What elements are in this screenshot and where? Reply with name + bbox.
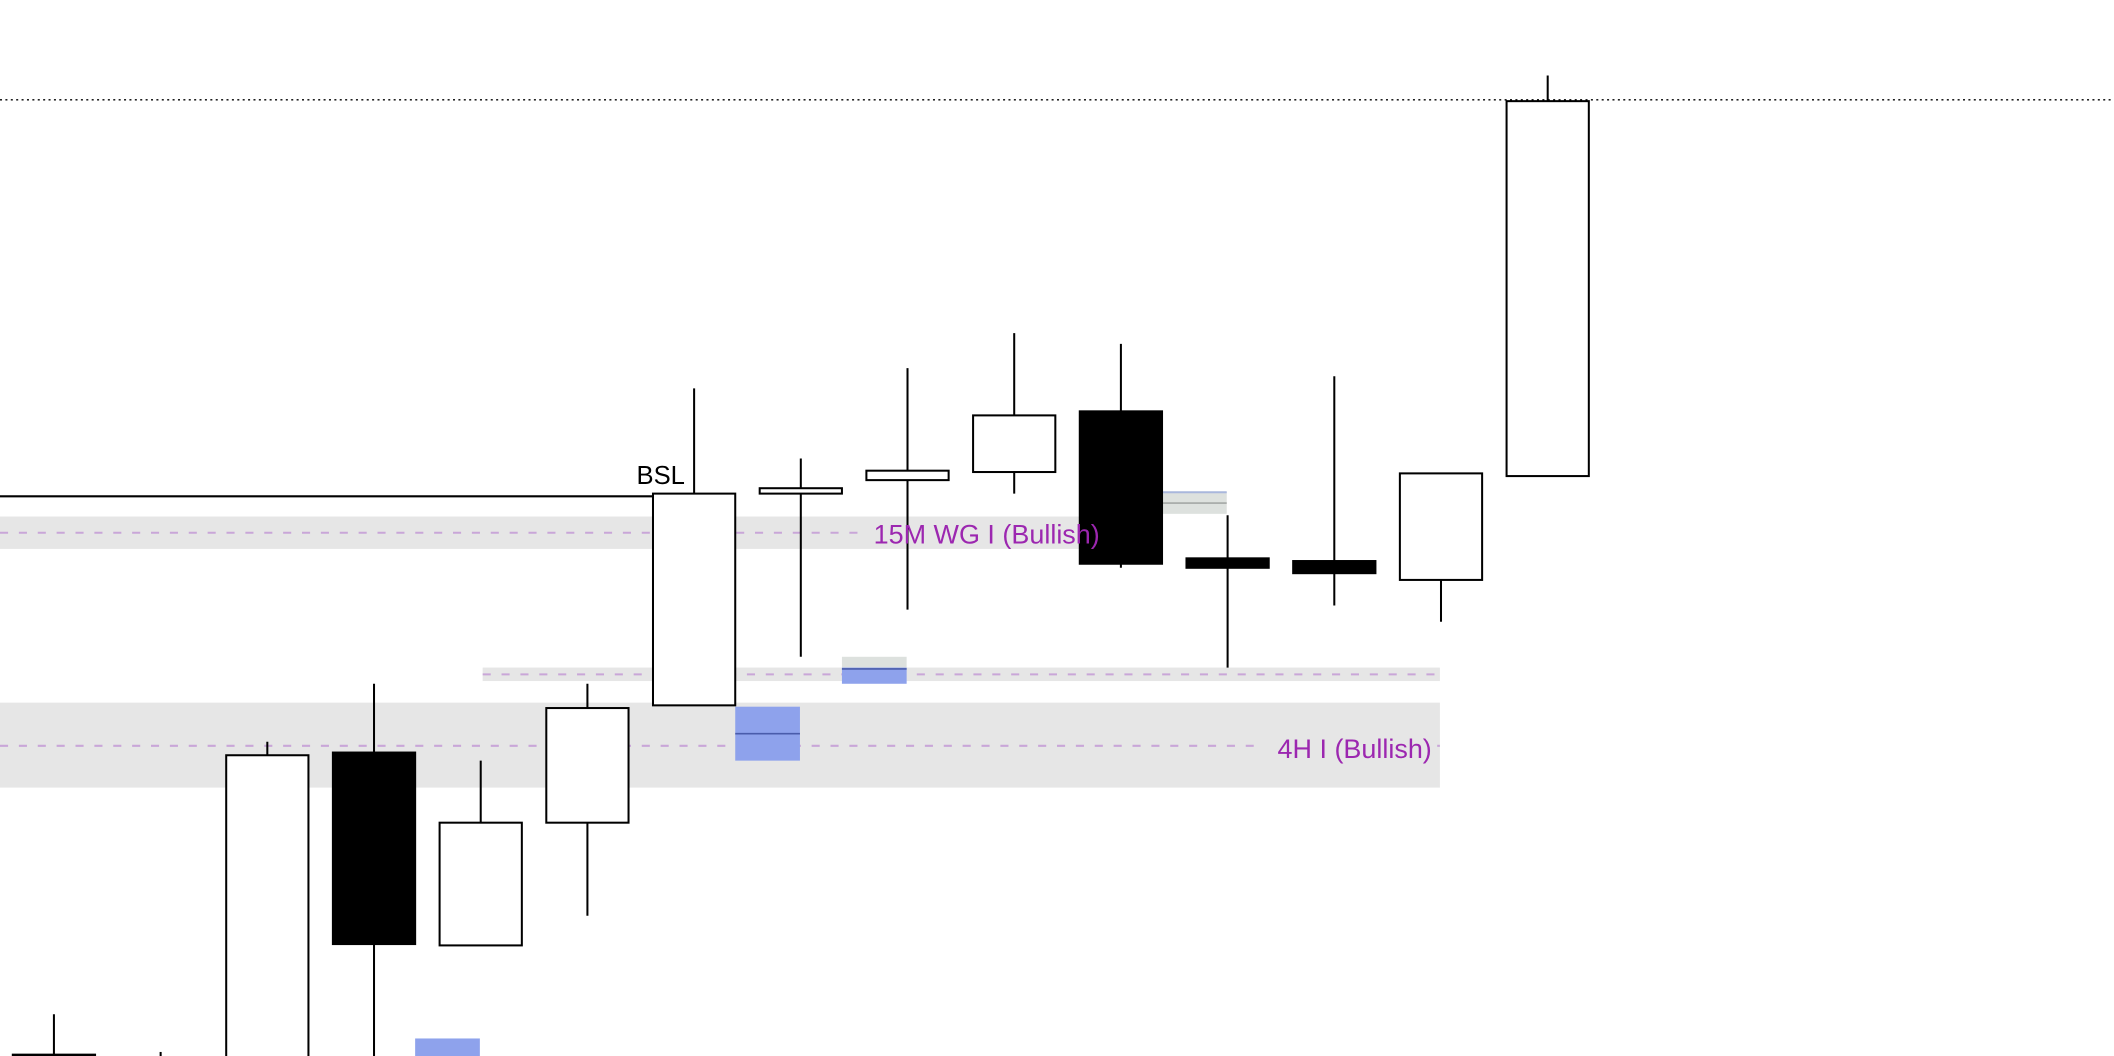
bear-candle-body: [1078, 410, 1164, 565]
bear-candle-body: [1292, 560, 1377, 575]
candles-layer: [11, 75, 1590, 1056]
fvg-layer: [415, 491, 1227, 1056]
zone-label-bg: [1253, 728, 1438, 764]
bsl-label: BSL: [636, 462, 684, 490]
bull-candle-body: [545, 707, 630, 824]
fvg-box: [415, 1038, 480, 1056]
bull-candle-body: [865, 469, 950, 482]
levels-layer: [0, 99, 2114, 498]
fvg-gray-box: [841, 656, 907, 668]
bear-candle-body: [1185, 557, 1270, 569]
bear-candle-body: [11, 1053, 97, 1056]
labels-layer: BSL 15M WG I (Bullish) 4H I (Bullish): [636, 462, 1431, 764]
bear-candle-body: [331, 751, 417, 946]
bull-candle-body: [758, 487, 843, 495]
zone-label-4h: 4H I (Bullish): [1278, 734, 1432, 764]
bull-candle-body: [972, 414, 1057, 474]
bull-candle-body: [1398, 472, 1484, 581]
bull-candle-body: [1505, 100, 1590, 478]
bull-candle-body: [225, 754, 310, 1056]
bull-candle-body: [651, 492, 737, 707]
bull-candle-body: [438, 821, 523, 947]
fvg-box: [841, 667, 907, 684]
zone-label-15m: 15M WG I (Bullish): [874, 520, 1100, 550]
zone-label-bg: [862, 517, 1120, 548]
